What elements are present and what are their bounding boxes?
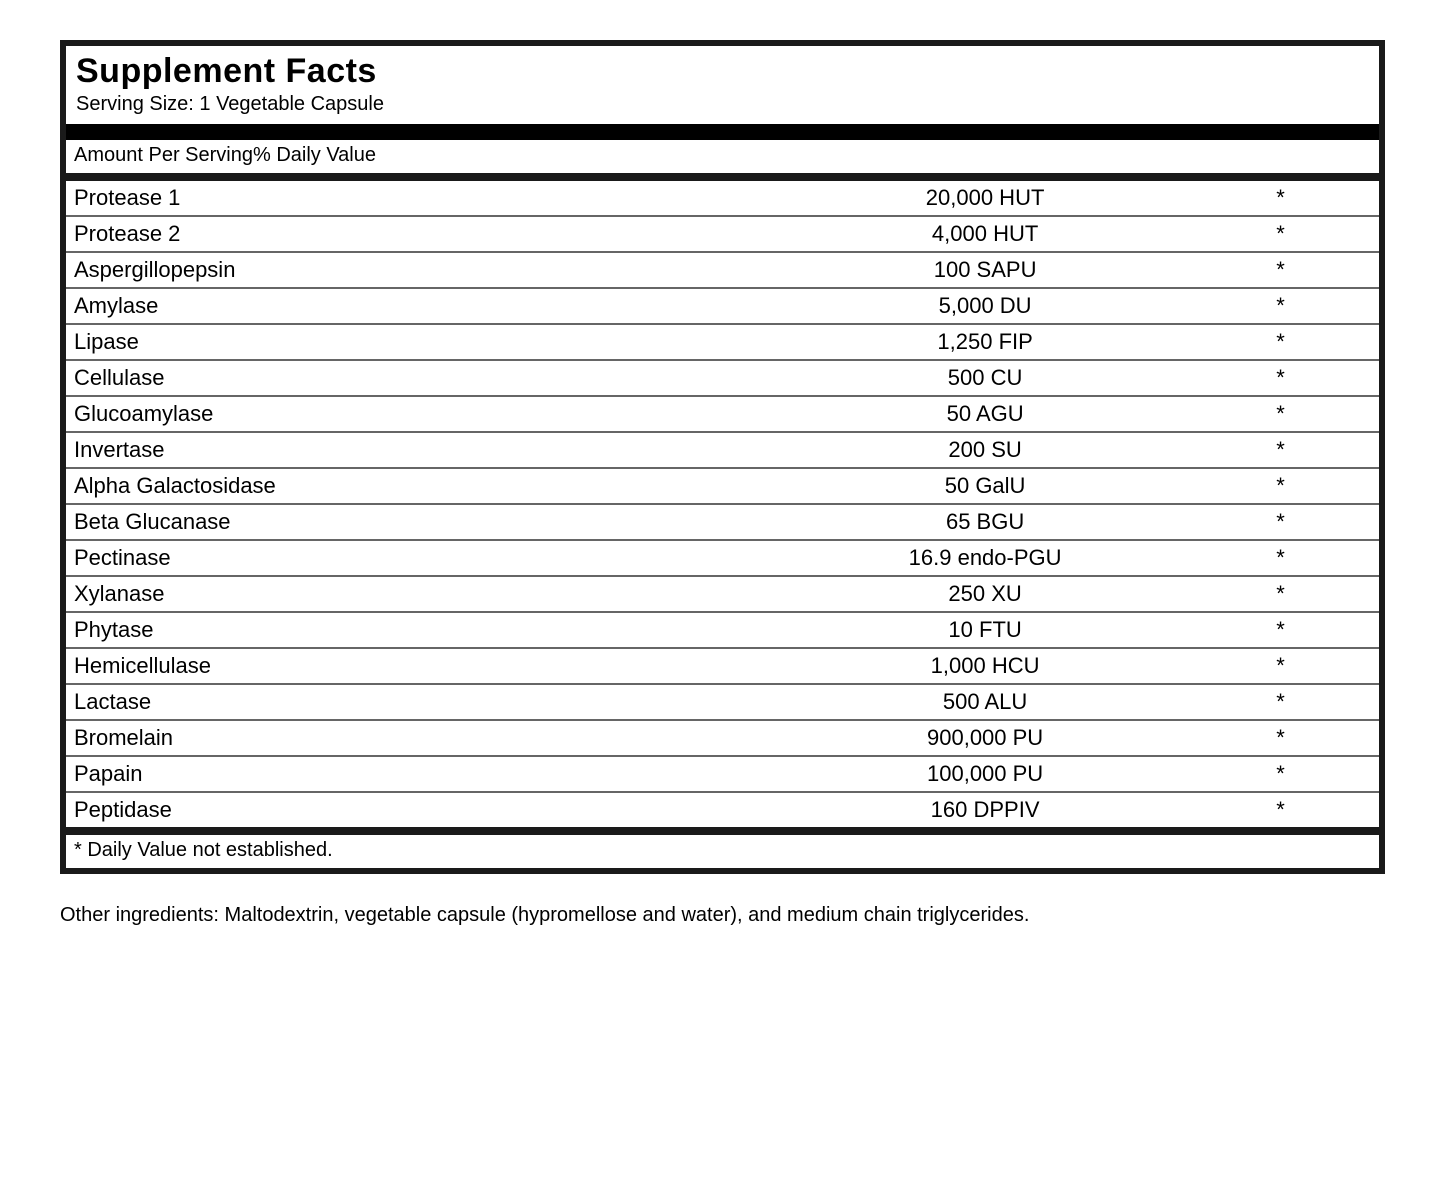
- ingredient-daily-value: *: [1182, 252, 1379, 288]
- table-row: Peptidase160 DPPIV*: [66, 792, 1379, 827]
- table-row: Bromelain900,000 PU*: [66, 720, 1379, 756]
- ingredient-amount: 250 XU: [788, 576, 1182, 612]
- ingredient-daily-value: *: [1182, 540, 1379, 576]
- ingredient-name: Alpha Galactosidase: [66, 468, 788, 504]
- ingredient-name: Beta Glucanase: [66, 504, 788, 540]
- ingredient-amount: 900,000 PU: [788, 720, 1182, 756]
- ingredient-name: Peptidase: [66, 792, 788, 827]
- ingredient-amount: 160 DPPIV: [788, 792, 1182, 827]
- ingredient-daily-value: *: [1182, 612, 1379, 648]
- ingredient-name: Xylanase: [66, 576, 788, 612]
- table-row: Protease 120,000 HUT*: [66, 181, 1379, 216]
- ingredient-name: Lactase: [66, 684, 788, 720]
- ingredient-amount: 1,250 FIP: [788, 324, 1182, 360]
- footnote-wrap: * Daily Value not established.: [66, 827, 1379, 868]
- ingredient-name: Bromelain: [66, 720, 788, 756]
- ingredient-amount: 65 BGU: [788, 504, 1182, 540]
- table-row: Hemicellulase1,000 HCU*: [66, 648, 1379, 684]
- table-row: Papain100,000 PU*: [66, 756, 1379, 792]
- ingredients-table: Protease 120,000 HUT*Protease 24,000 HUT…: [66, 181, 1379, 827]
- daily-value-footnote: * Daily Value not established.: [66, 835, 1379, 868]
- table-row: Cellulase500 CU*: [66, 360, 1379, 396]
- ingredient-daily-value: *: [1182, 792, 1379, 827]
- ingredient-amount: 100 SAPU: [788, 252, 1182, 288]
- other-ingredients: Other ingredients: Maltodextrin, vegetab…: [60, 904, 1385, 927]
- ingredient-daily-value: *: [1182, 504, 1379, 540]
- table-row: Lipase1,250 FIP*: [66, 324, 1379, 360]
- ingredient-daily-value: *: [1182, 181, 1379, 216]
- ingredient-amount: 10 FTU: [788, 612, 1182, 648]
- ingredient-daily-value: *: [1182, 756, 1379, 792]
- ingredient-daily-value: *: [1182, 288, 1379, 324]
- ingredient-name: Invertase: [66, 432, 788, 468]
- table-row: Glucoamylase50 AGU*: [66, 396, 1379, 432]
- ingredient-amount: 5,000 DU: [788, 288, 1182, 324]
- ingredient-name: Protease 1: [66, 181, 788, 216]
- table-row: Xylanase250 XU*: [66, 576, 1379, 612]
- table-row: Alpha Galactosidase50 GalU*: [66, 468, 1379, 504]
- ingredient-amount: 16.9 endo-PGU: [788, 540, 1182, 576]
- ingredient-name: Pectinase: [66, 540, 788, 576]
- table-row: Protease 24,000 HUT*: [66, 216, 1379, 252]
- ingredient-name: Lipase: [66, 324, 788, 360]
- ingredient-name: Phytase: [66, 612, 788, 648]
- ingredient-name: Protease 2: [66, 216, 788, 252]
- ingredient-amount: 100,000 PU: [788, 756, 1182, 792]
- ingredient-amount: 50 GalU: [788, 468, 1182, 504]
- ingredient-name: Cellulase: [66, 360, 788, 396]
- ingredient-amount: 500 CU: [788, 360, 1182, 396]
- ingredient-name: Glucoamylase: [66, 396, 788, 432]
- ingredient-amount: 20,000 HUT: [788, 181, 1182, 216]
- ingredient-daily-value: *: [1182, 648, 1379, 684]
- ingredient-daily-value: *: [1182, 360, 1379, 396]
- table-row: Beta Glucanase65 BGU*: [66, 504, 1379, 540]
- ingredient-amount: 1,000 HCU: [788, 648, 1182, 684]
- table-row: Lactase500 ALU*: [66, 684, 1379, 720]
- table-row: Aspergillopepsin100 SAPU*: [66, 252, 1379, 288]
- ingredient-daily-value: *: [1182, 432, 1379, 468]
- supplement-facts-panel: Supplement Facts Serving Size: 1 Vegetab…: [60, 40, 1385, 874]
- column-header-row: Amount Per Serving% Daily Value: [66, 140, 1379, 181]
- ingredient-amount: 200 SU: [788, 432, 1182, 468]
- panel-header: Supplement Facts Serving Size: 1 Vegetab…: [66, 46, 1379, 140]
- ingredient-amount: 500 ALU: [788, 684, 1182, 720]
- ingredient-name: Aspergillopepsin: [66, 252, 788, 288]
- ingredient-daily-value: *: [1182, 396, 1379, 432]
- ingredient-daily-value: *: [1182, 576, 1379, 612]
- ingredient-daily-value: *: [1182, 684, 1379, 720]
- ingredient-daily-value: *: [1182, 324, 1379, 360]
- table-row: Pectinase16.9 endo-PGU*: [66, 540, 1379, 576]
- serving-size: Serving Size: 1 Vegetable Capsule: [76, 93, 1369, 116]
- ingredient-name: Amylase: [66, 288, 788, 324]
- panel-title: Supplement Facts: [76, 52, 1369, 91]
- ingredient-daily-value: *: [1182, 720, 1379, 756]
- ingredient-name: Hemicellulase: [66, 648, 788, 684]
- ingredient-daily-value: *: [1182, 468, 1379, 504]
- table-row: Invertase200 SU*: [66, 432, 1379, 468]
- ingredient-amount: 4,000 HUT: [788, 216, 1182, 252]
- ingredient-amount: 50 AGU: [788, 396, 1182, 432]
- table-row: Amylase5,000 DU*: [66, 288, 1379, 324]
- ingredient-daily-value: *: [1182, 216, 1379, 252]
- table-row: Phytase10 FTU*: [66, 612, 1379, 648]
- ingredient-name: Papain: [66, 756, 788, 792]
